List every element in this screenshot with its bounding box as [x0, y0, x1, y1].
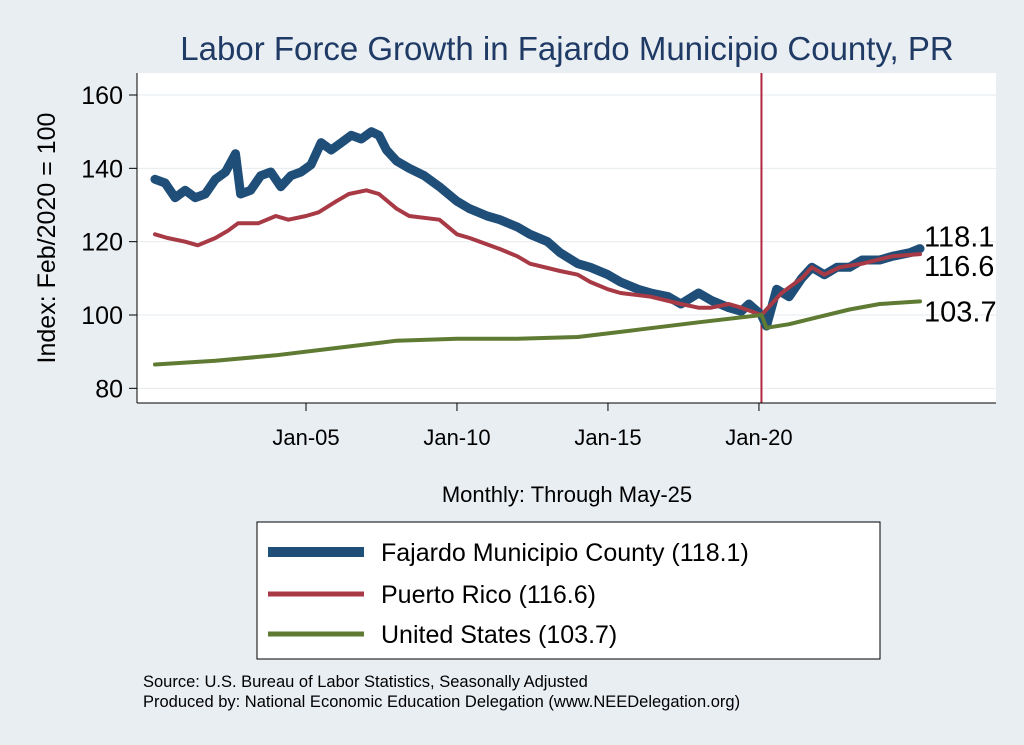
- legend-label: Fajardo Municipio County (118.1): [381, 539, 749, 567]
- source-note: Source: U.S. Bureau of Labor Statistics,…: [143, 673, 588, 691]
- y-axis-label: Index: Feb/2020 = 100: [33, 113, 61, 364]
- y-tick-label: 120: [81, 229, 123, 257]
- chart-title: Labor Force Growth in Fajardo Municipio …: [180, 30, 953, 67]
- y-tick-label: 80: [95, 375, 123, 403]
- x-axis-label: Monthly: Through May-25: [442, 482, 692, 507]
- y-tick-label: 100: [81, 302, 123, 330]
- series-line: [153, 299, 922, 367]
- y-tick-label: 140: [81, 155, 123, 183]
- legend-label: United States (103.7): [381, 621, 617, 649]
- x-tick-label: Jan-10: [423, 425, 490, 450]
- legend-label: Puerto Rico (116.6): [381, 581, 596, 609]
- y-tick-label: 160: [81, 82, 123, 110]
- x-tick-label: Jan-15: [574, 425, 641, 450]
- x-tick-label: Jan-20: [725, 425, 792, 450]
- x-tick-label: Jan-05: [272, 425, 339, 450]
- series-line: [153, 188, 922, 317]
- series-end-label: 116.6: [924, 251, 994, 283]
- plot-area: [137, 73, 996, 403]
- series-end-label: 118.1: [924, 222, 994, 254]
- line-chart: Labor Force Growth in Fajardo Municipio …: [33, 30, 997, 660]
- footer: Source: U.S. Bureau of Labor Statistics,…: [143, 672, 740, 712]
- series-end-label: 103.7: [924, 296, 997, 328]
- producer-note: Produced by: National Economic Education…: [143, 693, 741, 711]
